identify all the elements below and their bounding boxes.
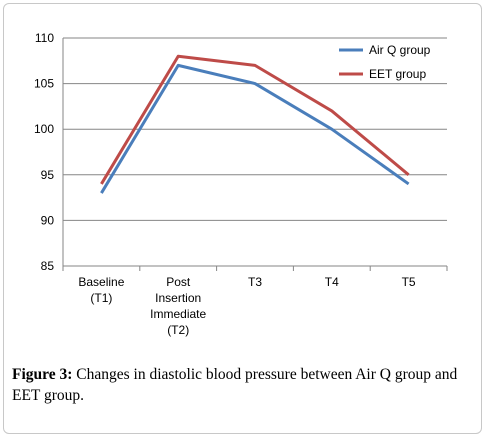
y-tick-label: 85: [41, 259, 55, 273]
x-tick-label: T3: [248, 275, 262, 289]
y-tick-label: 100: [34, 122, 54, 136]
y-tick-label: 105: [34, 77, 54, 91]
x-tick-label: Baseline (T1): [78, 275, 124, 305]
line-chart: 85 90 95 100 105 110 Baseline (T1) Post Insertion…: [34, 31, 448, 337]
figure-frame: [3, 3, 482, 434]
series-line-2: [100, 54, 410, 185]
y-tick-label: 90: [41, 213, 55, 227]
x-tick-label: T4: [325, 275, 339, 289]
legend-label-2: EET group: [369, 67, 426, 81]
caption-label: Figure 3:: [12, 366, 73, 383]
series-line-1: [100, 63, 410, 194]
x-tick-label: Post Insertion Immediate (T2): [150, 275, 206, 337]
y-tick-label: 110: [35, 31, 54, 45]
x-tick-label: T5: [402, 275, 416, 289]
legend-label-1: Air Q group: [369, 43, 431, 57]
caption-text: Changes in diastolic blood pressure betw…: [12, 366, 458, 404]
figure-caption: Figure 3: Changes in diastolic blood pre…: [12, 364, 480, 406]
y-tick-label: 95: [41, 168, 55, 182]
